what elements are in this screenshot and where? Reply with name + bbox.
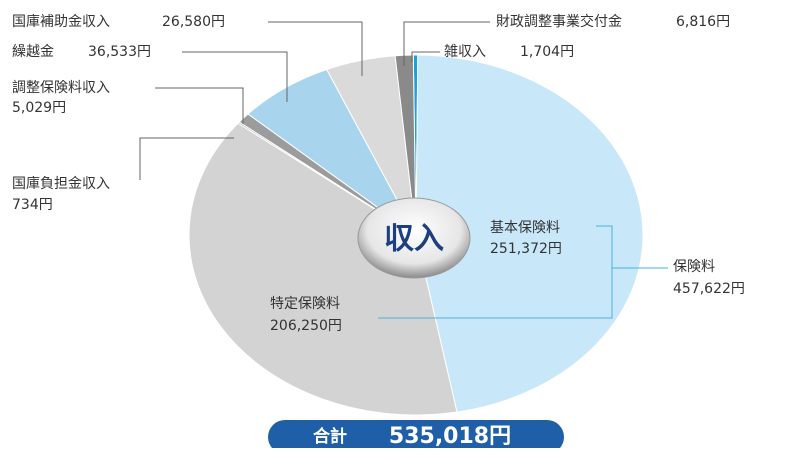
pie — [188, 54, 644, 416]
value-label: 5,029円 — [12, 100, 66, 116]
slice-label: 財政調整事業交付金 — [496, 13, 622, 30]
slice-label: 特定保険料 — [270, 296, 340, 312]
leader-line — [139, 137, 234, 180]
total-label: 合計 — [313, 426, 347, 447]
annotation-value: 457,622円 — [673, 281, 745, 297]
value-label: 36,533円 — [88, 44, 151, 60]
leaders — [139, 21, 668, 319]
slice-label: 雑収入 — [444, 44, 486, 60]
center-badge — [357, 197, 471, 279]
total-badge — [268, 420, 564, 452]
slice-label: 基本保険料 — [490, 219, 560, 236]
slice-label: 国庫負担金収入 — [12, 175, 110, 192]
pie-slice — [415, 54, 644, 413]
value-label: 6,816円 — [676, 14, 730, 30]
slice-label: 国庫補助金収入 — [12, 13, 110, 30]
value-label: 206,250円 — [270, 318, 342, 334]
bracket-line — [378, 225, 613, 319]
total-value: 535,018円 — [389, 424, 511, 448]
value-label: 26,580円 — [162, 14, 225, 30]
value-label: 734円 — [12, 197, 53, 213]
leader-line — [403, 21, 490, 66]
slice-label: 調整保険料収入 — [12, 80, 110, 96]
value-label: 1,704円 — [520, 44, 574, 60]
center-label: 収入 — [384, 222, 444, 257]
pie-slice — [188, 122, 458, 416]
annotation-label: 保険料 — [673, 259, 715, 275]
leader-line — [182, 51, 288, 102]
slice-label: 繰越金 — [12, 44, 54, 60]
leader-line — [268, 21, 363, 76]
value-label: 251,372円 — [490, 241, 562, 257]
leader-line — [155, 87, 244, 124]
leader-line — [411, 51, 440, 62]
